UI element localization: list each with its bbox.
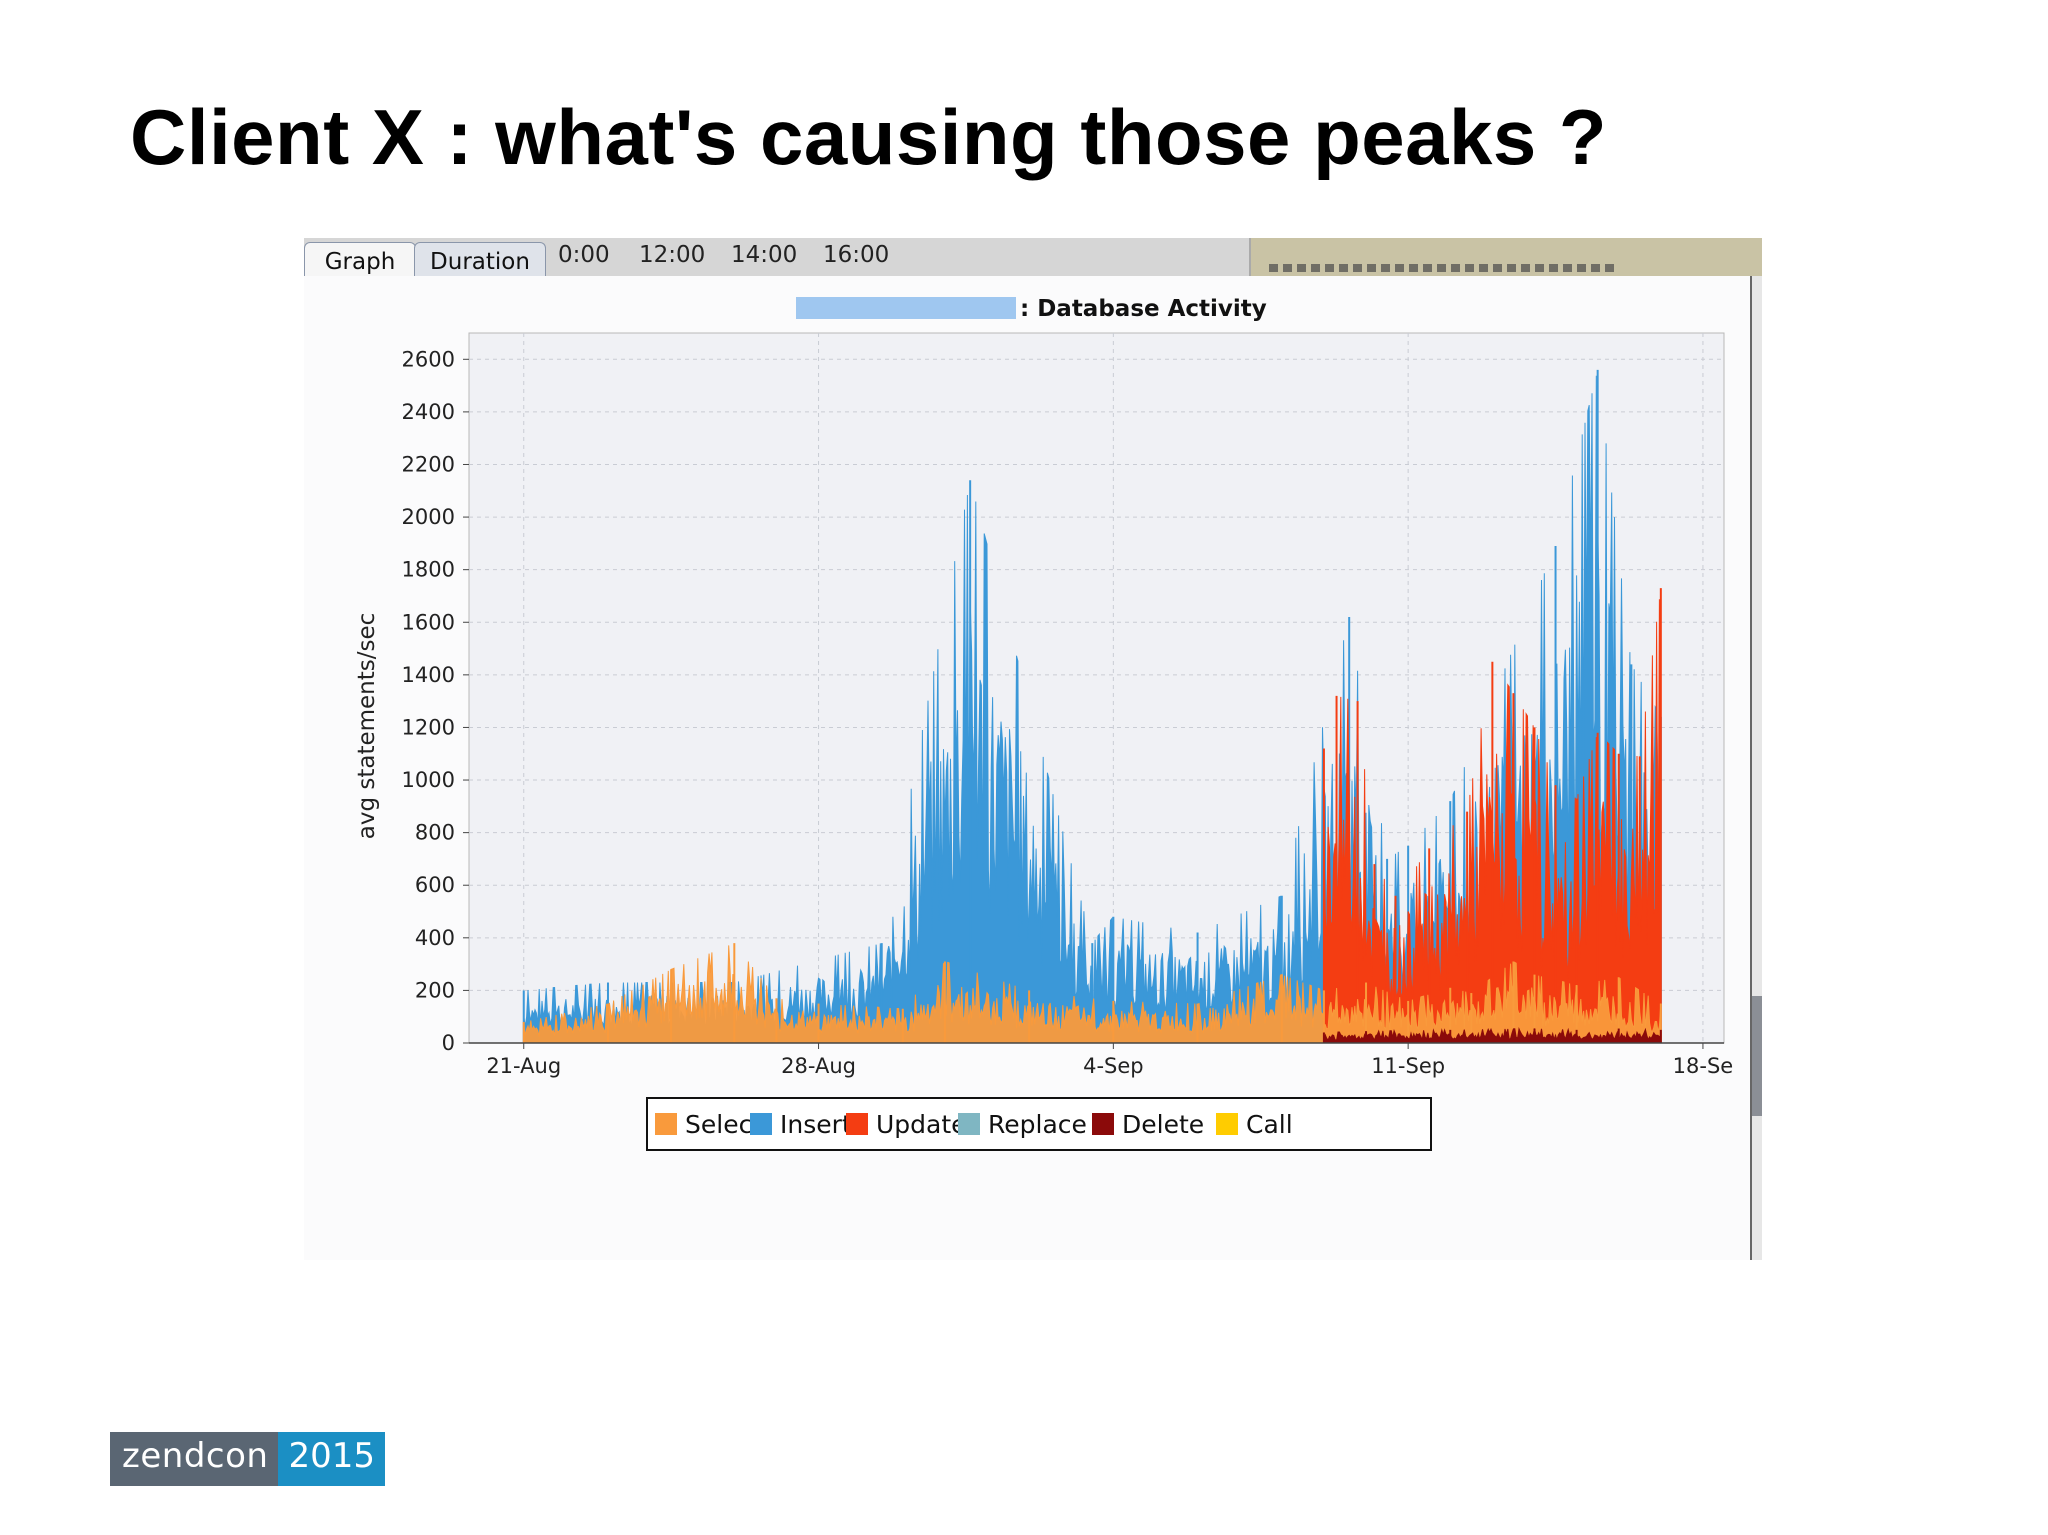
y-tick-label: 1400 — [402, 663, 455, 687]
legend-swatch-insert — [750, 1113, 772, 1135]
y-axis-label: avg statements/sec — [354, 613, 380, 840]
y-tick-label: 2000 — [402, 505, 455, 529]
tab-strip: Graph Duration 0:00 12:00 14:00 16:00 — [304, 238, 1249, 277]
app-window: Graph Duration 0:00 12:00 14:00 16:00 : … — [304, 238, 1762, 1260]
series-update — [1322, 588, 1662, 1044]
x-ticks: 21-Aug 28-Aug 4-Sep 11-Sep 18-Se — [486, 1043, 1733, 1078]
legend: Select Insert Update Replace Delete Call — [646, 1097, 1432, 1151]
data-series — [522, 369, 1662, 1044]
y-tick-label: 0 — [442, 1031, 455, 1055]
legend-label-delete: Delete — [1122, 1110, 1204, 1139]
legend-swatch-select — [655, 1113, 677, 1135]
series-delete — [1322, 1027, 1662, 1044]
y-tick-label: 2400 — [402, 400, 455, 424]
time-label: 14:00 — [731, 242, 798, 268]
legend-label-update: Update — [876, 1110, 967, 1139]
zendcon-logo: zendcon 2015 — [110, 1432, 385, 1486]
y-tick-label: 1200 — [402, 715, 455, 739]
legend-label-select: Select — [685, 1110, 762, 1139]
legend-swatch-replace — [958, 1113, 980, 1135]
y-tick-label: 2200 — [402, 452, 455, 476]
tab-graph[interactable]: Graph — [304, 242, 416, 276]
window-edge — [1750, 276, 1762, 1260]
chart-title: : Database Activity — [1020, 296, 1267, 322]
x-tick-label: 21-Aug — [486, 1054, 561, 1078]
y-tick-label: 1000 — [402, 768, 455, 792]
legend-box — [646, 1097, 1432, 1151]
legend-swatch-delete — [1092, 1113, 1114, 1135]
time-label: 12:00 — [639, 242, 706, 268]
legend-swatch-call — [1216, 1113, 1238, 1135]
chart-panel: : Database Activity avg statements/sec 0… — [304, 276, 1750, 1260]
x-tick-label: 11-Sep — [1371, 1054, 1445, 1078]
legend-label-insert: Insert — [780, 1110, 852, 1139]
y-tick-label: 2600 — [402, 347, 455, 371]
logo-brand: zendcon — [110, 1432, 279, 1486]
y-tick-label: 1800 — [402, 558, 455, 582]
y-tick-label: 600 — [415, 873, 455, 897]
logo-year: 2015 — [278, 1432, 385, 1486]
redacted-host — [796, 297, 1016, 319]
background-window — [1249, 238, 1762, 276]
x-tick-label: 28-Aug — [781, 1054, 856, 1078]
x-tick-label: 4-Sep — [1083, 1054, 1144, 1078]
y-tick-label: 1600 — [402, 610, 455, 634]
tab-duration[interactable]: Duration — [414, 242, 546, 276]
legend-label-call: Call — [1246, 1110, 1293, 1139]
time-label: 0:00 — [558, 242, 610, 268]
legend-label-replace: Replace — [988, 1110, 1087, 1139]
y-tick-label: 400 — [415, 926, 455, 950]
time-label: 16:00 — [823, 242, 890, 268]
series-area — [523, 945, 1662, 1044]
legend-swatch-update — [846, 1113, 868, 1135]
database-activity-chart: : Database Activity avg statements/sec 0… — [354, 296, 1733, 1151]
x-tick-label: 18-Se — [1673, 1054, 1734, 1078]
slide-title: Client X : what's causing those peaks ? — [130, 93, 1608, 181]
y-ticks: 0 200 400 600 800 1000 1200 1400 1600 1800 2000 220… — [402, 347, 469, 1055]
y-tick-label: 800 — [415, 821, 455, 845]
y-tick-label: 200 — [415, 978, 455, 1002]
